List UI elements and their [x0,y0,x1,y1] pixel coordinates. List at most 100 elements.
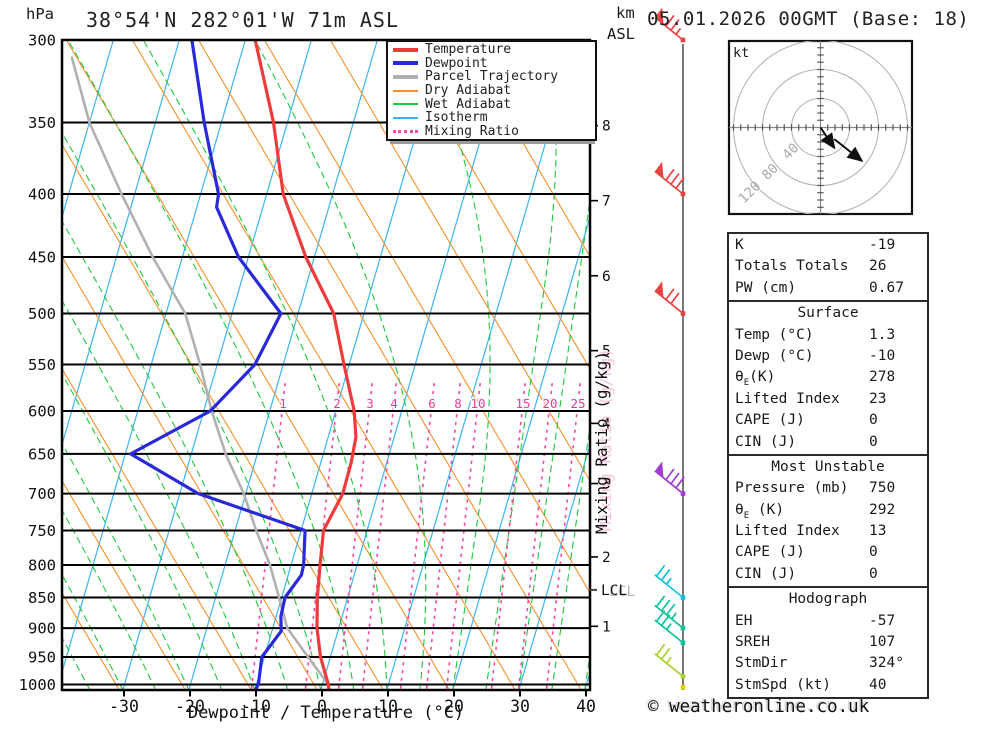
asl-axis-label: ASL [607,25,635,43]
wind-barb [654,7,686,43]
legend-item-label: Temperature [425,42,512,58]
indices-row-label: Dewp (°C) [735,347,814,364]
indices-section-title: Surface [797,305,859,322]
legend-item-label: Mixing Ratio [425,123,519,139]
indices-row-value: 324° [869,655,904,672]
km-tick-label: 8 [602,119,611,135]
surface-wind-marker [680,684,686,690]
wet-adiabat-grid [62,40,590,690]
indices-row-label: EH [735,612,753,629]
pressure-tick-label: 800 [28,557,56,575]
temperature-curve [253,40,358,690]
pressure-tick-label: 700 [28,485,56,503]
temp-tick-label: 30 [510,697,530,716]
legend-item: Mixing Ratio [388,125,595,139]
station-title: 38°54'N 282°01'W 71m ASL [86,8,399,32]
legend-item: Temperature [388,43,595,57]
pressure-tick-label: 850 [28,589,56,607]
pressure-tick-label: 500 [28,305,56,323]
indices-row-value: 40 [869,676,887,693]
temp-tick-label: 0 [317,697,327,716]
mixing-ratio-value: 20 [542,396,557,411]
temp-tick-label: -20 [175,697,205,716]
pressure-tick-label: 400 [28,185,56,203]
indices-row: Totals Totals 26 [729,256,927,277]
indices-row: SREH 107 [729,632,927,653]
indices-row: Lifted Index 23 [729,389,927,410]
indices-row-value: 26 [869,258,887,275]
pressure-tick-label: 1000 [19,676,56,694]
mixing-ratio-value: 6 [428,396,436,411]
hodograph-trace [833,138,864,163]
pressure-tick-label: 350 [28,114,56,132]
indices-row-value: 750 [869,480,896,497]
indices-row-value: -19 [869,237,896,253]
temp-axis-labels: -30 -20 -10 0 10 20 30 40 [109,690,596,716]
legend-swatch-thick [393,61,418,66]
indices-section-title: Hodograph [788,591,868,608]
indices-row-label: StmSpd (kt) [735,676,832,693]
legend: Temperature Dewpoint Parcel Trajectory Dry … [386,40,597,142]
mixing-ratio-value: 3 [366,396,374,411]
indices-row-value: 13 [869,523,887,540]
legend-item-label: Dewpoint [425,55,488,71]
wind-barb [654,595,686,631]
pressure-tick-label: 600 [28,403,56,421]
indices-row-label: PW (cm) [735,279,797,296]
datetime-title: 05.01.2026 00GMT (Base: 18) [647,8,970,30]
legend-swatch-thin [393,116,418,119]
indices-row-label: Lifted Index [735,390,840,407]
legend-swatch-dotted [393,129,418,133]
legend-item: Dry Adiabat [388,84,595,98]
temp-tick-label: 10 [378,697,398,716]
pressure-axis-labels: 300 350 400 450 500 550 600 650 700 750 800 850 900 9… [19,32,56,695]
legend-item: Isotherm [388,111,595,125]
indices-row-label: Totals Totals [735,258,849,275]
indices-section: K -19 Totals Totals 26 PW (cm) 0.67 [729,234,927,300]
indices-row: θE(K) 278 [729,367,927,388]
indices-row-label: CAPE (J) [735,544,805,561]
pressure-tick-label: 750 [28,522,56,540]
indices-row-label: CIN (J) [735,433,797,450]
wind-barb [654,610,686,646]
km-tick-label: 2 [602,550,611,566]
indices-row-value: 0.67 [869,279,904,296]
indices-row: Temp (°C) 1.3 [729,325,927,346]
legend-item-label: Isotherm [425,110,488,126]
km-axis-ticks: 1 2 3 4 5 6 7 8 [590,119,611,635]
indices-row: EH -57 [729,611,927,632]
pressure-tick-label: 950 [28,649,56,667]
pressure-tick-label: 550 [28,356,56,374]
indices-row: K -19 [729,235,927,256]
plot-frame [60,38,592,692]
mixing-ratio-value: 25 [570,396,585,411]
mixing-ratio-value: 10 [470,396,485,411]
legend-item-label: Dry Adiabat [425,83,512,99]
indices-row-label: Pressure (mb) [735,480,849,497]
indices-row: PW (cm) 0.67 [729,278,927,299]
mixing-ratio-value: 4 [390,396,398,411]
indices-section: Most Unstable Pressure (mb) 750 θE (K) 292 Li… [729,453,927,586]
km-tick-label: 7 [602,194,611,210]
hodograph-trace [819,126,836,150]
indices-section: Surface Temp (°C) 1.3 Dewp (°C) -10 θE(K) 278 L… [729,300,927,454]
indices-row: CIN (J) 0 [729,432,927,453]
legend-item-label: Parcel Trajectory [425,69,559,85]
temp-tick-label: -10 [241,697,271,716]
wind-barb [654,281,686,316]
legend-swatch-thin [393,89,418,92]
indices-row-value: 0 [869,565,878,582]
mixing-ratio-labels: 1 2 3 4 6 8 10 15 20 25 [278,395,587,413]
indices-row: Pressure (mb) 750 [729,478,927,499]
wind-barb-column [654,7,686,690]
legend-item: Wet Adiabat [388,97,595,111]
mixing-ratio-value: 1 [279,396,287,411]
temp-tick-label: 20 [444,697,464,716]
legend-item: Parcel Trajectory [388,70,595,84]
indices-row-value: -57 [869,612,896,629]
indices-row: CAPE (J) 0 [729,542,927,563]
indices-row-label: Lifted Index [735,523,840,540]
indices-row-label: K [735,237,744,253]
